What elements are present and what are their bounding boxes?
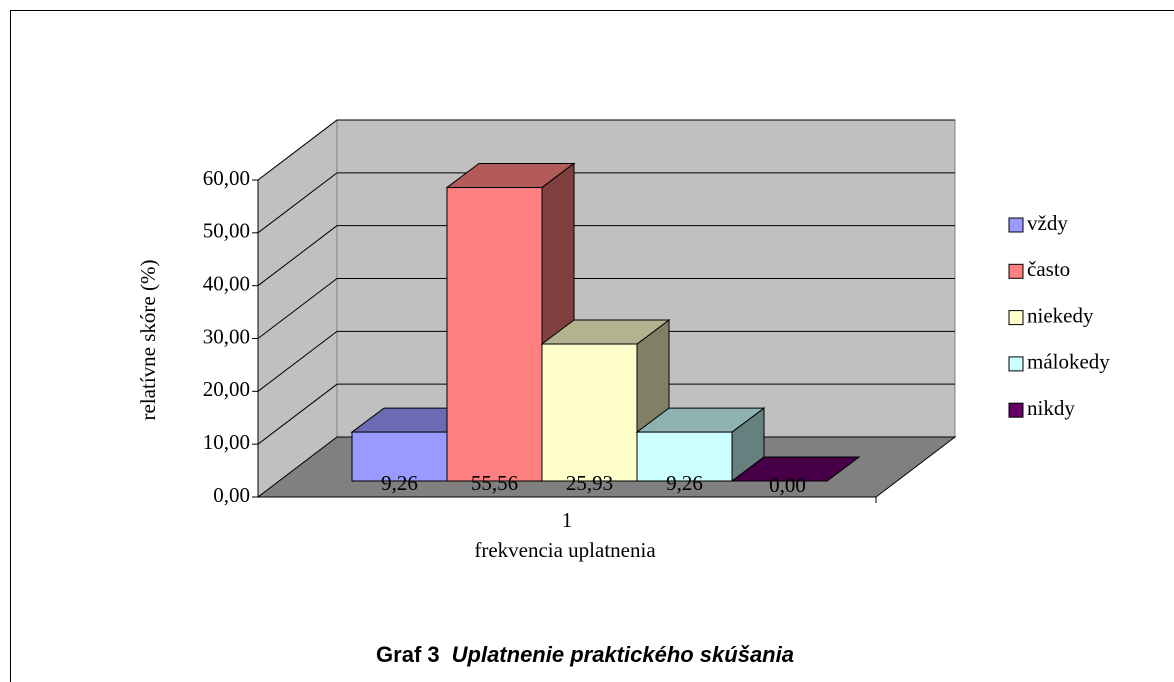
y-axis-label: relatívne skóre (%) — [136, 260, 160, 421]
legend-label: vždy — [1027, 211, 1068, 235]
data-label: 9,26 — [666, 471, 703, 495]
legend-label: nikdy — [1027, 396, 1075, 420]
grid-line — [257, 330, 955, 392]
bar — [446, 186, 543, 482]
legend-swatch — [1008, 402, 1024, 418]
grid-line — [257, 172, 955, 234]
legend-label: často — [1027, 257, 1070, 281]
caption: Graf 3 Uplatnenie praktického skúšania — [376, 642, 794, 667]
x-axis-label: frekvencia uplatnenia — [474, 538, 656, 562]
grid-line — [257, 119, 955, 181]
data-label: 55,56 — [471, 471, 518, 495]
caption-title: Uplatnenie praktického skúšania — [452, 642, 794, 667]
bar — [541, 343, 638, 482]
y-tick-label: 60,00 — [203, 166, 250, 190]
bar — [636, 431, 733, 482]
data-label: 25,93 — [566, 471, 613, 495]
grid-line — [257, 225, 955, 287]
y-tick-label: 20,00 — [203, 377, 250, 401]
bar-top — [730, 456, 861, 482]
y-tick-label: 30,00 — [203, 324, 250, 348]
legend-swatch — [1008, 263, 1024, 279]
legend-swatch — [1008, 310, 1024, 326]
x-tick-label: 1 — [562, 508, 573, 532]
legend-swatch — [1008, 356, 1024, 372]
grid-line — [257, 278, 955, 339]
y-tick-label: 50,00 — [203, 219, 250, 243]
legend-label: málokedy — [1027, 350, 1110, 374]
y-tick-label: 40,00 — [203, 271, 250, 295]
data-label: 9,26 — [381, 471, 418, 495]
data-label: 0,00 — [769, 473, 806, 497]
legend-swatch — [1008, 217, 1024, 233]
y-tick-label: 0,00 — [213, 483, 250, 507]
grid-line — [257, 383, 955, 445]
y-tick-label: 10,00 — [203, 430, 250, 454]
legend-label: niekedy — [1027, 303, 1094, 327]
figure-label: Graf 3 — [376, 642, 440, 667]
